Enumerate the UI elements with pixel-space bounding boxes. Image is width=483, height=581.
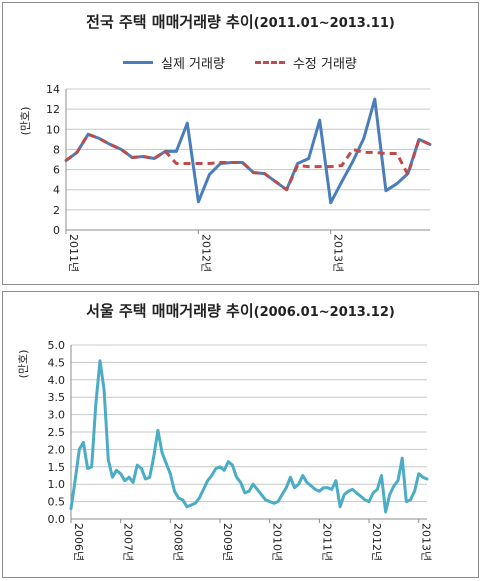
y-tick-label: 1.0 <box>48 478 66 491</box>
y-tick-label: 4.0 <box>48 374 66 387</box>
y-tick-label: 12 <box>46 103 60 116</box>
x-tick-label: 2011년 <box>320 523 333 561</box>
chart-subtitle: (2006.01~2013.12) <box>253 305 395 320</box>
y-tick-label: 4.5 <box>48 356 66 369</box>
y-axis-label: (만호) <box>19 107 32 136</box>
chart-plot-national: 0 2 4 6 8 10 12 14 (만호) 2011년 2012년 2013년 <box>19 83 432 272</box>
x-tick-label: 2013년 <box>420 523 433 561</box>
x-tick-label: 2012년 <box>199 234 212 272</box>
chart-title-text: 전국 주택 매매거래량 추이 <box>86 13 254 31</box>
x-tick-label: 2009년 <box>221 523 234 561</box>
y-tick-label: 0.0 <box>48 513 66 526</box>
y-axis-label: (만호) <box>17 350 30 379</box>
y-tick-label: 2 <box>53 204 60 217</box>
y-tick-label: 10 <box>46 123 60 136</box>
series-line-1 <box>65 132 431 192</box>
x-tick-label: 2008년 <box>171 523 184 561</box>
y-tick-label: 4 <box>53 184 60 197</box>
y-tick-label: 3.5 <box>48 391 66 404</box>
y-tick-label: 0.5 <box>48 496 66 509</box>
chart-subtitle: (2011.01~2013.11) <box>253 16 395 31</box>
legend-label-actual: 실제 거래량 <box>161 57 225 72</box>
y-tick-label: 1.5 <box>48 461 66 474</box>
x-tick-label: 2006년 <box>72 523 85 561</box>
y-tick-label: 2.0 <box>48 443 66 456</box>
y-tick-label: 14 <box>46 83 60 96</box>
chart-title: 서울 주택 매매거래량 추이(2006.01~2013.12) <box>3 300 478 321</box>
chart-legend: 실제 거래량 수정 거래량 <box>123 53 387 72</box>
legend-label-revised: 수정 거래량 <box>292 57 357 72</box>
legend-swatch-actual <box>123 61 153 64</box>
chart-panel-national: 전국 주택 매매거래량 추이(2011.01~2013.11) 실제 거래량 수… <box>2 2 479 285</box>
chart-title-text: 서울 주택 매매거래량 추이 <box>86 302 254 320</box>
y-tick-label: 6 <box>53 164 60 177</box>
series-line-0 <box>64 97 432 205</box>
x-tick-label: 2007년 <box>122 523 135 561</box>
legend-swatch-revised <box>254 61 285 64</box>
x-tick-label: 2013년 <box>332 234 345 272</box>
chart-title: 전국 주택 매매거래량 추이(2011.01~2013.11) <box>3 11 478 32</box>
y-tick-label: 0 <box>53 224 60 237</box>
series-line-0 <box>69 359 429 514</box>
y-tick-label: 3.0 <box>48 409 66 422</box>
y-tick-label: 8 <box>53 143 60 156</box>
x-tick-label: 2010년 <box>271 523 284 561</box>
chart-panel-seoul: 서울 주택 매매거래량 추이(2006.01~2013.12) 0.0 0.5 1.… <box>2 291 479 578</box>
y-tick-label: 2.5 <box>48 426 66 439</box>
x-tick-label: 2011년 <box>67 234 80 272</box>
legend-item-revised: 수정 거래량 <box>254 53 357 72</box>
chart-plot-seoul: 0.0 0.5 1.0 1.5 2.0 2.5 3.0 3.5 4.0 4.5 5.0 (만호) 200… <box>17 339 433 561</box>
legend-item-actual: 실제 거래량 <box>123 53 225 72</box>
x-tick-label: 2012년 <box>370 523 383 561</box>
y-tick-label: 5.0 <box>48 339 66 352</box>
